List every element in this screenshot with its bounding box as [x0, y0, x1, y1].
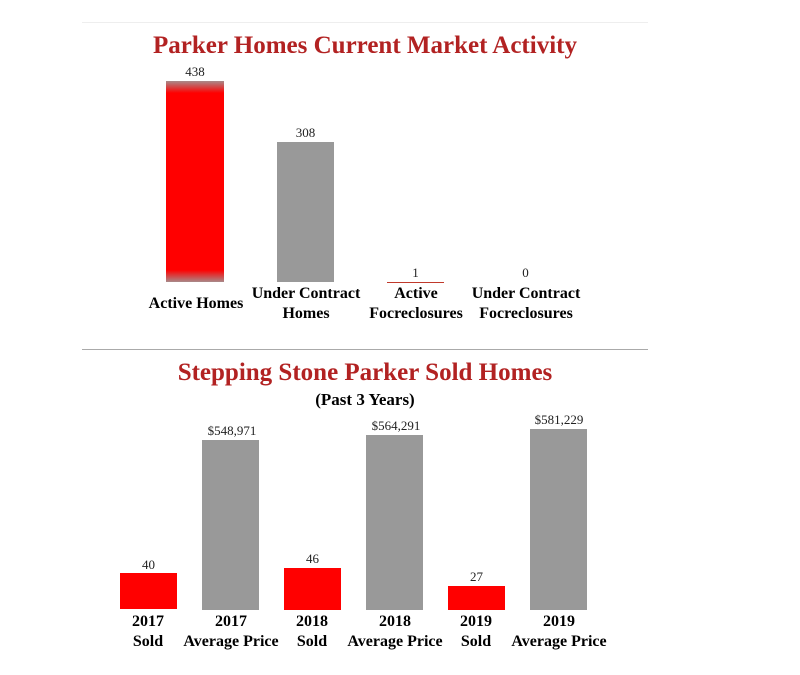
label-line: Sold: [296, 633, 328, 650]
label-under-contract-homes: Under Contract Homes: [246, 284, 366, 324]
top-divider: [82, 22, 648, 23]
label-line: Average Price: [511, 633, 607, 650]
label-2017-avg-price: 2017 Average Price: [178, 612, 284, 652]
label-line: Focreclosures: [479, 305, 573, 322]
label-line: Under Contract: [251, 285, 361, 302]
bar-2017-sold: [120, 573, 177, 609]
label-2017-sold: 2017 Sold: [113, 612, 183, 652]
label-active-homes: Active Homes: [140, 294, 252, 314]
label-line: 2019: [460, 613, 492, 630]
bar-value-2019-sold: 27: [470, 569, 483, 584]
bar-value-2017-sold: 40: [142, 557, 155, 572]
label-line: Under Contract: [471, 285, 581, 302]
label-line: 2018: [379, 613, 411, 630]
bar-value-active-homes: 438: [185, 64, 205, 79]
label-2018-avg-price: 2018 Average Price: [342, 612, 448, 652]
label-line: Active: [394, 285, 438, 302]
bar-value-2017-avg-price: $548,971: [207, 423, 257, 438]
label-line: Sold: [460, 633, 492, 650]
chart1-title: Parker Homes Current Market Activity: [153, 32, 577, 59]
bar-value-2019-avg-price: $581,229: [534, 412, 584, 427]
bar-value-active-foreclosures: 1: [412, 265, 419, 280]
bar-active-homes: [166, 81, 224, 282]
section-divider: [82, 349, 648, 350]
label-line: Focreclosures: [369, 305, 463, 322]
label-line: 2017: [215, 613, 247, 630]
label-line: Average Price: [347, 633, 443, 650]
bar-2019-avg-price: [530, 429, 587, 610]
chart2-title: Stepping Stone Parker Sold Homes: [177, 359, 553, 386]
bar-value-2018-avg-price: $564,291: [371, 418, 421, 433]
label-line: 2019: [543, 613, 575, 630]
bar-value-under-contract-homes: 308: [295, 125, 316, 140]
label-line: 2018: [296, 613, 328, 630]
label-2019-avg-price: 2019 Average Price: [506, 612, 612, 652]
label-active-foreclosures: Active Focreclosures: [362, 284, 470, 324]
label-line: Active Homes: [148, 295, 244, 312]
label-line: Average Price: [183, 633, 279, 650]
bar-value-under-contract-foreclosures: 0: [522, 265, 529, 280]
bar-under-contract-homes: [277, 142, 334, 282]
chart2-subtitle: (Past 3 Years): [315, 390, 415, 409]
label-under-contract-foreclosures: Under Contract Focreclosures: [466, 284, 586, 324]
label-2019-sold: 2019 Sold: [441, 612, 511, 652]
bar-2018-sold: [284, 568, 341, 610]
bar-2019-sold: [448, 586, 505, 610]
label-line: Sold: [132, 633, 164, 650]
label-line: Homes: [282, 305, 330, 322]
bar-2018-avg-price: [366, 435, 423, 610]
label-line: 2017: [132, 613, 164, 630]
bar-value-2018-sold: 46: [306, 551, 319, 566]
bar-2017-avg-price: [202, 440, 259, 610]
bar-active-foreclosures: [387, 282, 444, 283]
label-2018-sold: 2018 Sold: [277, 612, 347, 652]
